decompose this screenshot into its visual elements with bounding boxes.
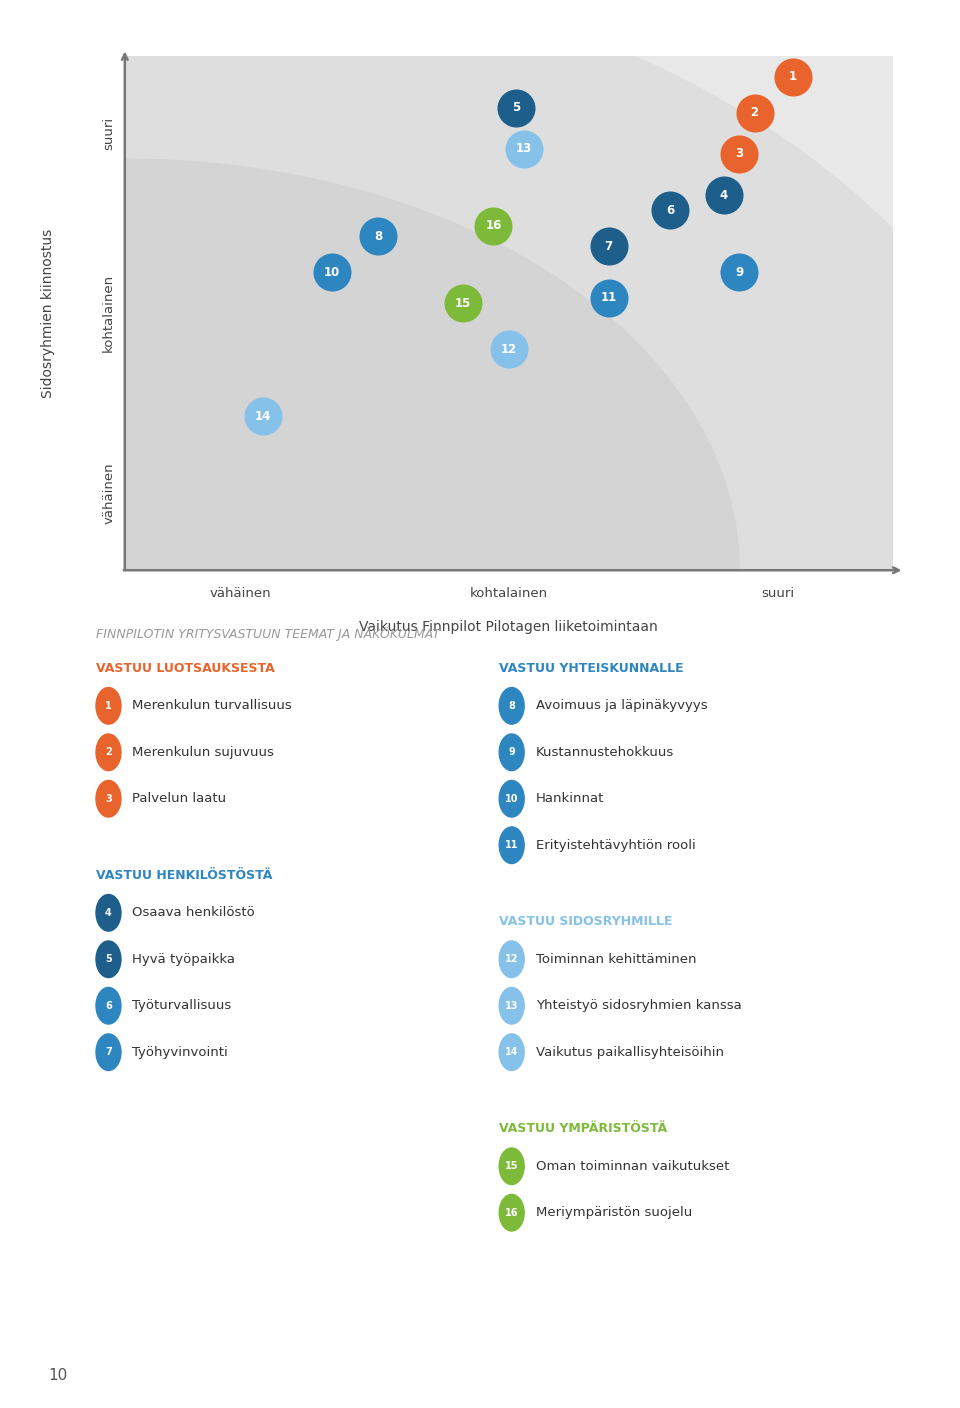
- Text: VASTUU YHTEISKUNNALLE: VASTUU YHTEISKUNNALLE: [499, 662, 684, 674]
- Text: Avoimuus ja läpinäkyvyys: Avoimuus ja läpinäkyvyys: [536, 700, 708, 712]
- Text: Osaava henkilöstö: Osaava henkilöstö: [132, 907, 255, 919]
- Text: 13: 13: [505, 1001, 518, 1011]
- Text: 6: 6: [105, 1001, 112, 1011]
- Text: Palvelun laatu: Palvelun laatu: [132, 793, 227, 805]
- Text: Yhteistyö sidosryhmien kanssa: Yhteistyö sidosryhmien kanssa: [536, 1000, 741, 1012]
- Text: 16: 16: [485, 220, 502, 232]
- Point: [501, 338, 516, 360]
- Text: VASTUU SIDOSRYHMILLE: VASTUU SIDOSRYHMILLE: [499, 915, 673, 928]
- Point: [732, 142, 747, 165]
- Text: 5: 5: [513, 101, 520, 114]
- Polygon shape: [125, 159, 739, 570]
- Point: [324, 260, 340, 283]
- Text: 14: 14: [254, 410, 272, 422]
- Text: 10: 10: [48, 1367, 67, 1383]
- Text: 9: 9: [735, 266, 743, 279]
- Text: 8: 8: [508, 701, 516, 711]
- Text: Vaikutus Finnpilot Pilotagen liiketoimintaan: Vaikutus Finnpilot Pilotagen liiketoimin…: [359, 620, 659, 634]
- Text: 11: 11: [505, 841, 518, 850]
- Text: 1: 1: [105, 701, 112, 711]
- Point: [516, 138, 532, 161]
- Text: VASTUU YMPÄRISTÖSTÄ: VASTUU YMPÄRISTÖSTÄ: [499, 1122, 667, 1135]
- Point: [732, 260, 747, 283]
- Text: 5: 5: [105, 955, 112, 964]
- Text: 4: 4: [720, 189, 728, 201]
- Text: 3: 3: [735, 148, 743, 161]
- Point: [601, 287, 616, 310]
- Text: suuri: suuri: [102, 117, 115, 151]
- Text: 1: 1: [789, 70, 797, 83]
- Text: Työturvallisuus: Työturvallisuus: [132, 1000, 231, 1012]
- Text: 13: 13: [516, 142, 532, 155]
- Text: Merenkulun sujuvuus: Merenkulun sujuvuus: [132, 746, 275, 759]
- Point: [601, 235, 616, 258]
- Point: [662, 200, 678, 222]
- Text: 10: 10: [505, 794, 518, 804]
- Polygon shape: [125, 56, 893, 570]
- Text: 12: 12: [505, 955, 518, 964]
- Point: [486, 214, 501, 237]
- Point: [716, 184, 732, 207]
- Text: vähäinen: vähäinen: [102, 462, 115, 524]
- Text: VASTUU LUOTSAUKSESTA: VASTUU LUOTSAUKSESTA: [96, 662, 275, 674]
- Point: [371, 225, 386, 248]
- Point: [747, 101, 762, 124]
- Text: Kustannustehokkuus: Kustannustehokkuus: [536, 746, 674, 759]
- Text: 2: 2: [751, 107, 758, 120]
- Text: Hankinnat: Hankinnat: [536, 793, 604, 805]
- Text: Oman toiminnan vaikutukset: Oman toiminnan vaikutukset: [536, 1160, 729, 1173]
- Text: VASTUU HENKILÖSTÖSTÄ: VASTUU HENKILÖSTÖSTÄ: [96, 869, 273, 881]
- Point: [255, 406, 271, 428]
- Text: 11: 11: [601, 291, 616, 304]
- Text: Merenkulun turvallisuus: Merenkulun turvallisuus: [132, 700, 292, 712]
- Point: [509, 96, 524, 120]
- Text: 16: 16: [505, 1208, 518, 1218]
- Text: 6: 6: [666, 204, 674, 217]
- Text: 15: 15: [505, 1162, 518, 1171]
- Text: kohtalainen: kohtalainen: [102, 275, 115, 352]
- Text: Vaikutus paikallisyhteisöihin: Vaikutus paikallisyhteisöihin: [536, 1046, 724, 1059]
- Text: 7: 7: [605, 239, 612, 253]
- Text: Erityistehtävyhtiön rooli: Erityistehtävyhtiön rooli: [536, 839, 695, 852]
- Text: vähäinen: vähäinen: [209, 587, 271, 600]
- Point: [785, 66, 801, 89]
- Text: 2: 2: [105, 748, 112, 758]
- Text: Työhyvinvointi: Työhyvinvointi: [132, 1046, 228, 1059]
- Text: 14: 14: [505, 1048, 518, 1057]
- Text: kohtalainen: kohtalainen: [469, 587, 548, 600]
- Polygon shape: [125, 56, 893, 570]
- Text: suuri: suuri: [761, 587, 794, 600]
- Text: Toiminnan kehittäminen: Toiminnan kehittäminen: [536, 953, 696, 966]
- Text: 3: 3: [105, 794, 112, 804]
- Text: 15: 15: [454, 297, 471, 310]
- Text: 8: 8: [374, 230, 382, 242]
- Text: 7: 7: [105, 1048, 112, 1057]
- Point: [455, 291, 470, 314]
- Text: 4: 4: [105, 908, 112, 918]
- Text: 10: 10: [324, 266, 340, 279]
- Text: 9: 9: [508, 748, 516, 758]
- Text: Hyvä työpaikka: Hyvä työpaikka: [132, 953, 235, 966]
- Text: FINNPILOTIN YRITYSVASTUUN TEEMAT JA NÄKÖKULMAT: FINNPILOTIN YRITYSVASTUUN TEEMAT JA NÄKÖ…: [96, 627, 440, 641]
- Text: 12: 12: [501, 342, 516, 356]
- Text: Sidosryhmien kiinnostus: Sidosryhmien kiinnostus: [41, 228, 55, 398]
- Text: Meriympäristön suojelu: Meriympäristön suojelu: [536, 1207, 692, 1219]
